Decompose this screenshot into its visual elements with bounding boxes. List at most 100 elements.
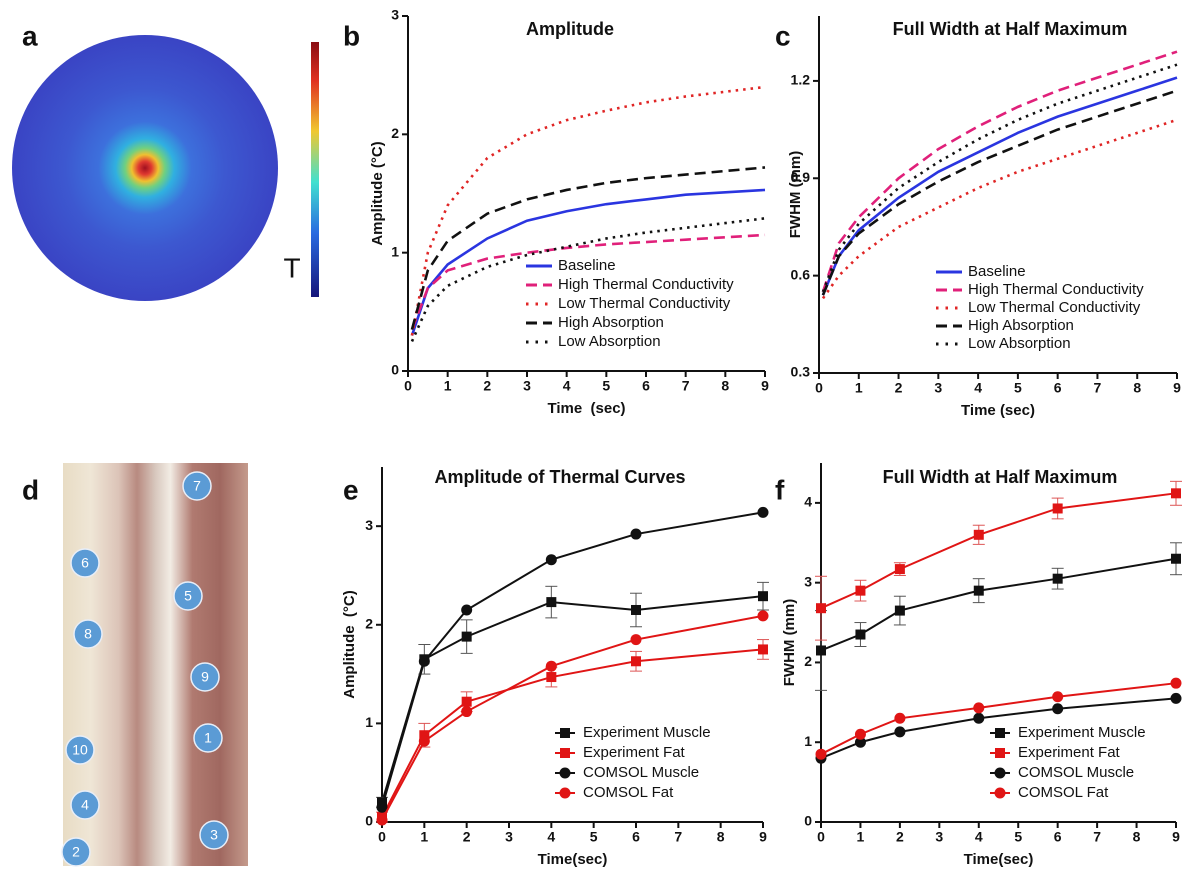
data-point	[816, 603, 826, 614]
y-tick-label: 3	[804, 573, 812, 589]
data-point	[854, 728, 866, 740]
chart-title: Full Width at Half Maximum	[893, 19, 1128, 39]
legend-label: Low Thermal Conductivity	[968, 299, 1141, 316]
x-tick-label: 3	[934, 380, 942, 396]
data-point	[973, 585, 984, 596]
x-tick-label: 1	[855, 380, 863, 396]
series-line	[381, 511, 764, 808]
chart-title: Amplitude	[526, 19, 614, 39]
legend-marker	[994, 767, 1006, 779]
legend-marker	[994, 787, 1006, 799]
data-point	[758, 644, 768, 655]
y-tick-label: 0.6	[791, 266, 811, 282]
legend-marker	[560, 748, 570, 758]
point-marker	[173, 581, 203, 611]
y-axis-label: Amplitude (°C)	[369, 141, 386, 245]
data-point	[546, 672, 557, 683]
x-tick-label: 8	[717, 829, 725, 845]
x-tick-label: 4	[974, 380, 982, 396]
data-point	[461, 631, 472, 642]
series-line	[820, 557, 1177, 652]
x-tick-label: 9	[759, 829, 767, 845]
legend-label: COMSOL Fat	[583, 784, 674, 801]
data-point	[894, 564, 905, 575]
series-line	[820, 697, 1177, 760]
point-marker	[61, 837, 91, 867]
data-point	[418, 655, 430, 667]
legend-marker	[559, 767, 571, 779]
data-point	[461, 696, 472, 707]
point-marker	[70, 548, 100, 578]
data-point	[376, 814, 388, 826]
y-tick-label: 0.9	[791, 169, 811, 185]
series-line	[410, 188, 766, 336]
data-point	[376, 801, 388, 813]
colorbar-label: T	[283, 252, 300, 283]
data-point	[1052, 703, 1064, 715]
x-tick-label: 0	[404, 378, 412, 394]
data-point	[1171, 488, 1181, 499]
x-tick-label: 8	[721, 378, 729, 394]
point-label: 5	[184, 588, 192, 604]
x-tick-label: 5	[1014, 829, 1022, 845]
legend-label: Experiment Fat	[1018, 744, 1121, 761]
data-point	[545, 660, 557, 672]
series-line	[410, 233, 766, 331]
data-point	[1171, 553, 1181, 564]
x-tick-label: 3	[935, 829, 943, 845]
data-point	[631, 656, 641, 667]
legend-marker	[995, 748, 1005, 758]
point-marker	[190, 662, 220, 692]
y-tick-label: 0	[804, 813, 812, 829]
series-line	[821, 76, 1178, 296]
series-line	[821, 50, 1178, 293]
heatmap-disk	[12, 35, 278, 301]
x-tick-label: 8	[1133, 829, 1141, 845]
point-label: 9	[201, 669, 209, 685]
x-tick-label: 7	[674, 829, 682, 845]
colorbar	[311, 42, 319, 297]
data-point	[1052, 691, 1064, 703]
y-tick-label: 0	[365, 813, 373, 829]
x-tick-label: 7	[1094, 380, 1102, 396]
data-point	[1170, 677, 1182, 689]
legend-label: Low Absorption	[558, 333, 661, 350]
x-tick-label: 9	[1173, 380, 1181, 396]
data-point	[631, 604, 641, 615]
y-tick-label: 3	[365, 517, 373, 533]
legend-label: High Absorption	[558, 314, 664, 331]
legend-label: COMSOL Fat	[1018, 784, 1109, 801]
legend-label: Experiment Muscle	[1018, 724, 1146, 741]
legend-label: Low Thermal Conductivity	[558, 295, 731, 312]
x-tick-label: 0	[815, 380, 823, 396]
point-label: 1	[204, 730, 212, 746]
y-tick-label: 1	[391, 243, 399, 259]
x-axis-label: Time(sec)	[538, 851, 608, 868]
y-tick-label: 1.2	[791, 72, 811, 88]
data-point	[757, 610, 769, 622]
panel-letter: c	[775, 20, 791, 51]
data-point	[1052, 573, 1063, 584]
data-point	[630, 634, 642, 646]
data-point	[630, 528, 642, 540]
data-point	[815, 748, 827, 760]
legend-label: High Thermal Conductivity	[968, 281, 1144, 298]
series-line	[410, 85, 766, 336]
chart-title: Full Width at Half Maximum	[883, 467, 1118, 487]
data-point	[894, 712, 906, 724]
y-tick-label: 3	[391, 7, 399, 23]
legend-label: High Thermal Conductivity	[558, 276, 734, 293]
series-line	[821, 63, 1178, 293]
data-point	[973, 529, 984, 540]
legend-label: Baseline	[968, 263, 1026, 280]
data-point	[973, 702, 985, 714]
x-tick-label: 9	[1172, 829, 1180, 845]
legend-label: Baseline	[558, 257, 616, 274]
x-tick-label: 1	[420, 829, 428, 845]
x-tick-label: 6	[1054, 380, 1062, 396]
x-tick-label: 4	[563, 378, 571, 394]
point-label: 6	[81, 555, 89, 571]
series-line	[821, 118, 1178, 300]
legend-marker	[560, 728, 570, 738]
point-marker	[193, 723, 223, 753]
